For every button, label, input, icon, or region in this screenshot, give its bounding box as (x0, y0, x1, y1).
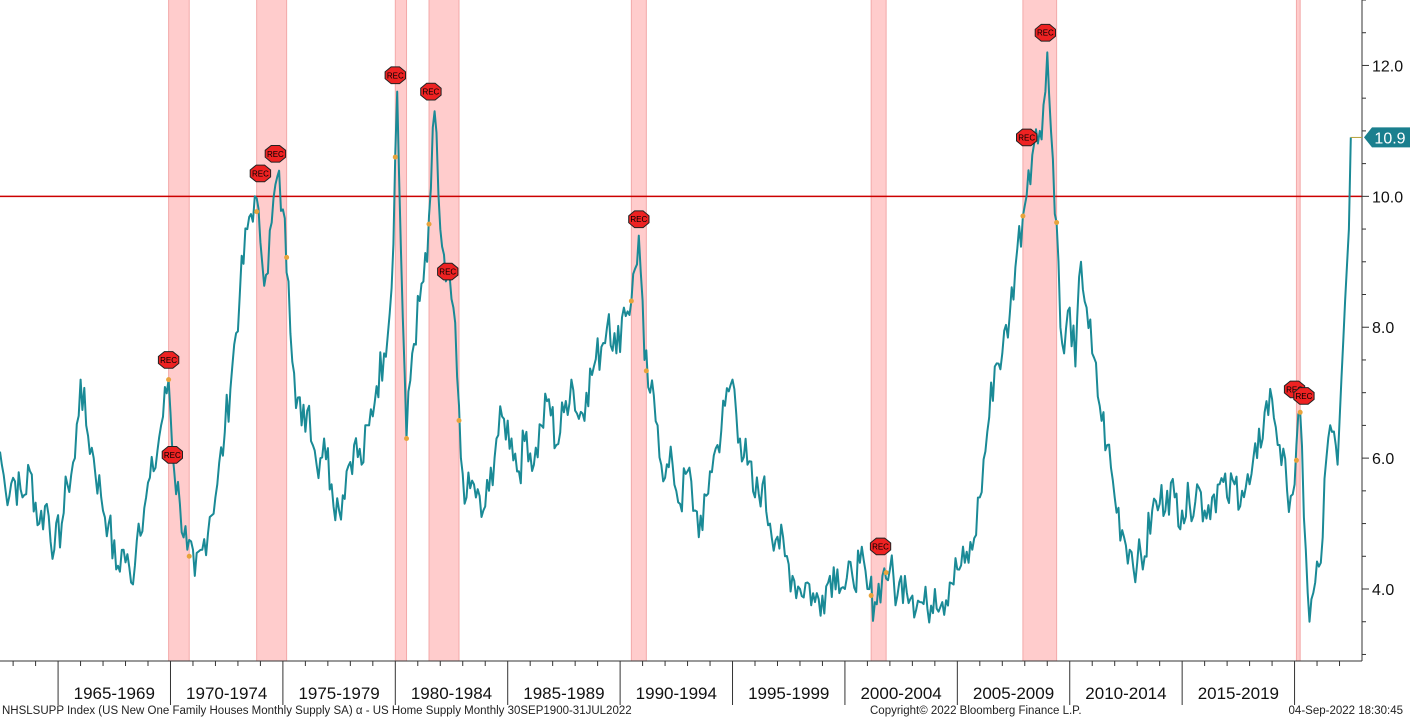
recession-dot-7-0 (1293, 457, 1299, 463)
last-value-badge-layer: 10.9 (1350, 127, 1410, 148)
rec-marker-0: REC (157, 351, 180, 369)
rec-marker-3: REC (264, 145, 287, 163)
recession-dot-6-0 (1020, 213, 1026, 219)
last-value-badge (1364, 127, 1410, 148)
rec-marker-label: REC (267, 150, 284, 159)
rec-marker-shape (264, 145, 287, 163)
recession-band-7 (1296, 0, 1301, 661)
recession-dot-6-1 (1054, 220, 1060, 226)
footer-date-text: 04-Sep-2022 18:30:45 (1288, 705, 1403, 717)
x-period-label-0: 1965-1969 (74, 684, 155, 703)
rec-marker-5: REC (420, 82, 442, 101)
rec-marker-label: REC (1295, 392, 1312, 401)
rec-marker-2: REC (249, 164, 272, 183)
recession-dot-2-0 (392, 154, 398, 160)
rec-marker-shape (628, 210, 650, 229)
recession-dot-4-1 (643, 368, 649, 374)
rec-marker-8: REC (869, 537, 892, 556)
y-tick-label-4: 12.0 (1372, 58, 1403, 75)
x-period-label-3: 1980-1984 (411, 684, 492, 703)
rec-marker-6: REC (437, 262, 459, 281)
recession-dot-1-0 (254, 209, 260, 215)
y-tick-label-1: 6.0 (1372, 451, 1394, 468)
footer-copyright-text: Copyright© 2022 Bloomberg Finance L.P. (870, 705, 1082, 717)
rec-marker-label: REC (630, 215, 647, 224)
axes: 4.0 6.0 8.0 10.0 12.0 1965-1969 1970-1974 1975-… (0, 0, 1403, 705)
rec-marker-label: REC (387, 71, 404, 80)
recession-band-0 (168, 0, 190, 661)
recession-band-2 (395, 0, 407, 661)
x-period-label-7: 2000-2004 (860, 684, 941, 703)
recession-band-1 (256, 0, 287, 661)
rec-marker-shape (384, 66, 406, 85)
rec-marker-label: REC (160, 356, 177, 365)
recession-dot-4-0 (628, 298, 634, 304)
rec-marker-shape (161, 446, 183, 464)
rec-marker-label: REC (164, 451, 181, 460)
x-period-label-10: 2015-2019 (1198, 684, 1279, 703)
rec-marker-7: REC (628, 210, 650, 229)
y-tick-label-3: 10.0 (1372, 189, 1403, 206)
x-period-label-6: 1995-1999 (748, 684, 829, 703)
recession-band-4 (631, 0, 647, 661)
recession-dot-5-0 (868, 593, 874, 599)
recession-dot-7-1 (1297, 409, 1303, 415)
recession-dot-0-0 (166, 377, 172, 383)
x-period-label-8: 2005-2009 (973, 684, 1054, 703)
series-line (0, 51, 1352, 624)
series-layer (0, 51, 1352, 624)
rec-marker-shape (1016, 128, 1038, 147)
last-value-badge-text: 10.9 (1374, 130, 1405, 147)
rec-marker-shape (1293, 387, 1315, 405)
recession-dot-layer (166, 154, 1303, 599)
footer-source-text: NHSLSUPP Index (US New One Family Houses… (2, 705, 632, 717)
rec-marker-shape (420, 82, 442, 101)
rec-marker-4: REC (384, 66, 406, 85)
rec-marker-shape (869, 537, 892, 556)
rec-marker-label: REC (439, 268, 456, 277)
y-tick-label-2: 8.0 (1372, 320, 1394, 337)
rec-marker-shape (1034, 23, 1056, 42)
x-period-label-9: 2010-2014 (1085, 684, 1166, 703)
rec-marker-label: REC (422, 88, 439, 97)
chart-plot: RECRECRECRECRECRECRECRECRECRECRECRECREC … (0, 0, 1410, 705)
recession-dot-5-1 (883, 570, 889, 576)
rec-marker-1: REC (161, 446, 183, 464)
rec-marker-shape (157, 351, 180, 369)
recession-band-5 (871, 0, 887, 661)
rec-marker-9: REC (1016, 128, 1038, 147)
rec-marker-10: REC (1034, 23, 1056, 42)
recession-dot-0-1 (186, 553, 192, 559)
recession-dot-3-0 (426, 221, 432, 227)
rec-marker-label: REC (1037, 29, 1054, 38)
recession-band-3 (429, 0, 459, 661)
rec-marker-12: REC (1293, 387, 1315, 405)
recession-bands (168, 0, 1301, 661)
rec-marker-shape (249, 164, 272, 183)
x-period-label-1: 1970-1974 (186, 684, 267, 703)
recession-dot-1-1 (284, 254, 290, 260)
y-tick-label-0: 4.0 (1372, 582, 1394, 599)
x-period-label-4: 1985-1989 (523, 684, 604, 703)
x-period-label-5: 1990-1994 (636, 684, 717, 703)
rec-marker-shape (437, 262, 459, 281)
rec-marker-label: REC (1286, 385, 1303, 394)
rec-marker-label: REC (252, 169, 269, 178)
recession-dot-3-1 (456, 417, 462, 423)
rec-marker-label: REC (1018, 133, 1035, 142)
rec-marker-label: REC (872, 542, 889, 551)
x-period-label-2: 1975-1979 (298, 684, 379, 703)
recession-band-6 (1022, 0, 1057, 661)
recession-dot-2-1 (404, 435, 410, 441)
